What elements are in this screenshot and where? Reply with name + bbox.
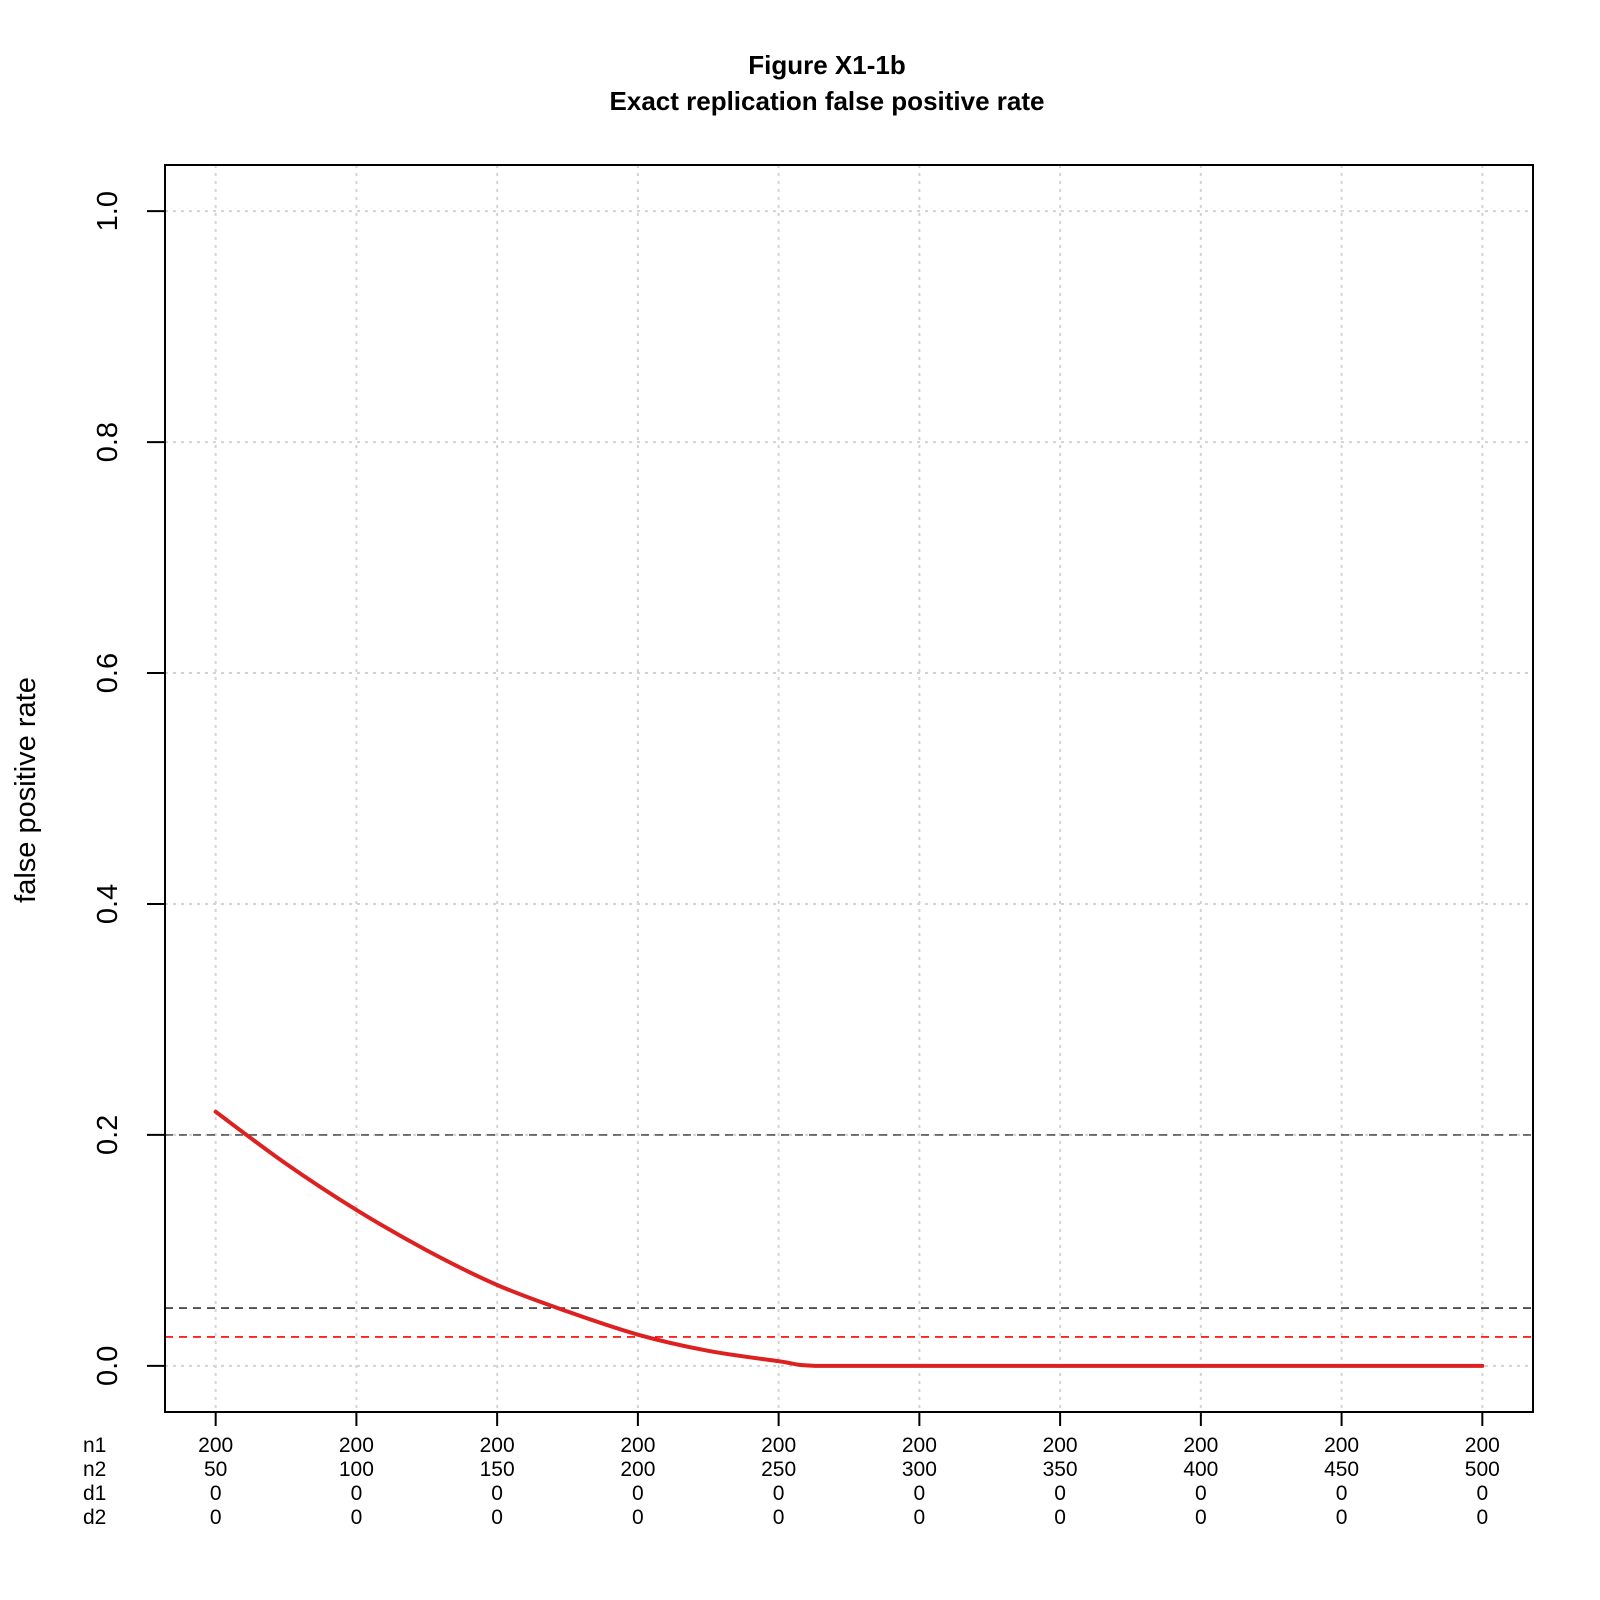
y-axis-label: false positive rate	[10, 677, 42, 903]
x-tick-label-d2: 0	[914, 1506, 926, 1529]
x-tick-label-d1: 0	[1195, 1482, 1207, 1505]
x-tick-label-n1: 200	[902, 1434, 937, 1457]
x-tick-label-n1: 200	[620, 1434, 655, 1457]
x-tick-label-n2: 200	[620, 1458, 655, 1481]
x-tick-label-n1: 200	[1324, 1434, 1359, 1457]
reference-lines	[165, 1134, 1533, 1338]
x-tick-label-n2: 400	[1183, 1458, 1218, 1481]
x-tick-label-d2: 0	[1195, 1506, 1207, 1529]
x-tick-label-d1: 0	[773, 1482, 785, 1505]
x-tick-label-n2: 150	[480, 1458, 515, 1481]
x-tick-label-n1: 200	[198, 1434, 233, 1457]
x-row-label: n2	[83, 1458, 106, 1481]
x-tick-label-d1: 0	[914, 1482, 926, 1505]
x-tick-label-d2: 0	[351, 1506, 363, 1529]
chart-title: Figure X1-1b	[748, 50, 905, 80]
x-row-label: d1	[83, 1482, 106, 1505]
x-tick-label-d2: 0	[632, 1506, 644, 1529]
plot-frame	[164, 164, 1534, 1413]
x-tick-label-n2: 250	[761, 1458, 796, 1481]
y-axis: 0.0 0.2 0.4 0.6 0.8 1.0	[92, 191, 165, 1386]
y-tick-label: 0.2	[92, 1115, 124, 1155]
x-row-label: d2	[83, 1506, 106, 1529]
x-tick-label-n2: 500	[1465, 1458, 1500, 1481]
x-tick-label-d1: 0	[351, 1482, 363, 1505]
x-tick-label-d1: 0	[632, 1482, 644, 1505]
y-tick-label: 0.4	[92, 884, 124, 924]
chart-subtitle: Exact replication false positive rate	[610, 86, 1045, 116]
x-tick-label-d1: 0	[1476, 1482, 1488, 1505]
x-tick-label-n2: 450	[1324, 1458, 1359, 1481]
x-tick-label-n1: 200	[761, 1434, 796, 1457]
y-tick-label: 0.6	[92, 653, 124, 693]
x-tick-label-d1: 0	[1054, 1482, 1066, 1505]
x-tick-label-n1: 200	[1183, 1434, 1218, 1457]
x-tick-label-d1: 0	[210, 1482, 222, 1505]
y-tick-label: 0.0	[92, 1346, 124, 1386]
x-tick-label-d2: 0	[773, 1506, 785, 1529]
x-axis: 2005000200100002001500020020000200250002…	[83, 1412, 1500, 1529]
x-tick-label-n1: 200	[339, 1434, 374, 1457]
grid	[165, 165, 1533, 1412]
x-tick-label-d2: 0	[1336, 1506, 1348, 1529]
x-tick-label-n1: 200	[1043, 1434, 1078, 1457]
x-tick-label-n2: 50	[204, 1458, 227, 1481]
x-tick-label-d2: 0	[210, 1506, 222, 1529]
y-tick-label: 0.8	[92, 422, 124, 462]
x-tick-label-d2: 0	[1054, 1506, 1066, 1529]
x-tick-label-d1: 0	[1336, 1482, 1348, 1505]
x-tick-label-d2: 0	[491, 1506, 503, 1529]
x-tick-label-d2: 0	[1476, 1506, 1488, 1529]
series-group	[213, 1109, 1485, 1368]
x-tick-label-n2: 100	[339, 1458, 374, 1481]
x-tick-label-n1: 200	[480, 1434, 515, 1457]
y-tick-label: 1.0	[92, 191, 124, 231]
x-row-label: n1	[83, 1434, 106, 1457]
x-tick-label-n1: 200	[1465, 1434, 1500, 1457]
x-tick-label-n2: 300	[902, 1458, 937, 1481]
x-tick-label-n2: 350	[1043, 1458, 1078, 1481]
series-line	[213, 1109, 1485, 1368]
x-tick-label-d1: 0	[491, 1482, 503, 1505]
